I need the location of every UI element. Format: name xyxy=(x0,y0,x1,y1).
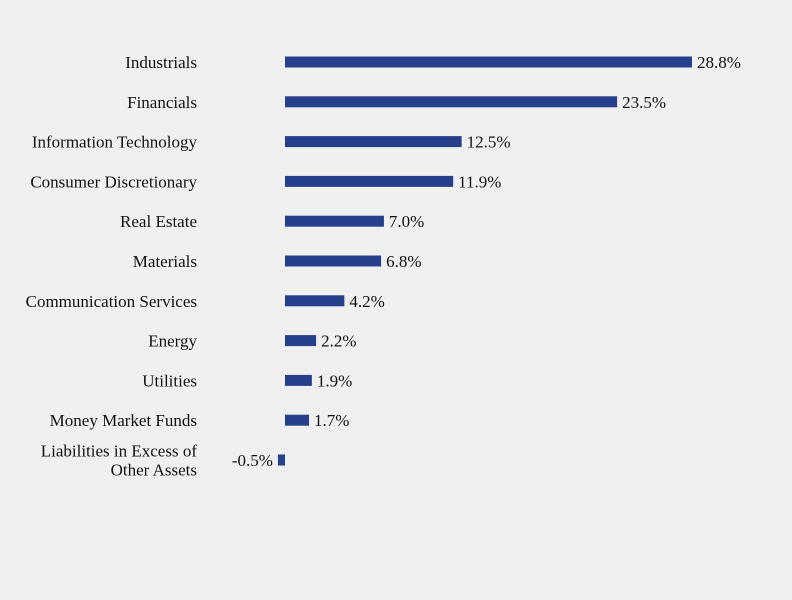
bar xyxy=(285,295,345,307)
category-label: Information Technology xyxy=(32,133,198,152)
category-label-line: Liabilities in Excess of xyxy=(41,442,198,461)
category-label-line: Information Technology xyxy=(32,133,198,152)
category-label: Communication Services xyxy=(26,292,197,311)
data-label: 2.2% xyxy=(321,332,356,351)
category-label: Money Market Funds xyxy=(50,411,197,430)
category-label-line: Real Estate xyxy=(120,212,197,231)
data-label: 1.7% xyxy=(314,411,349,430)
category-label-line: Financials xyxy=(127,93,197,112)
category-label: Materials xyxy=(133,252,197,271)
bar xyxy=(285,414,310,426)
bar xyxy=(285,96,618,108)
data-label: 23.5% xyxy=(622,93,666,112)
data-label: 7.0% xyxy=(389,212,424,231)
bar xyxy=(285,215,384,227)
data-label: 28.8% xyxy=(697,53,741,72)
bar xyxy=(285,255,382,267)
category-label-line: Money Market Funds xyxy=(50,411,197,430)
category-label-line: Consumer Discretionary xyxy=(30,172,197,191)
category-label: Real Estate xyxy=(120,212,197,231)
bar xyxy=(285,136,462,148)
bar xyxy=(285,56,692,68)
category-label: Financials xyxy=(127,93,197,112)
data-label: -0.5% xyxy=(232,451,273,470)
bar xyxy=(285,374,312,386)
category-label-line: Energy xyxy=(148,332,197,351)
category-label-line: Other Assets xyxy=(111,461,197,480)
bar xyxy=(285,335,317,347)
data-label: 1.9% xyxy=(317,371,352,390)
category-label-line: Utilities xyxy=(142,371,197,390)
category-label: Consumer Discretionary xyxy=(30,172,197,191)
category-label: Industrials xyxy=(125,53,197,72)
category-label: Utilities xyxy=(142,371,197,390)
bar xyxy=(277,454,285,466)
bar xyxy=(285,175,454,187)
category-label-line: Communication Services xyxy=(26,292,197,311)
data-label: 11.9% xyxy=(458,172,501,191)
data-label: 12.5% xyxy=(467,133,511,152)
category-label-line: Industrials xyxy=(125,53,197,72)
category-label-line: Materials xyxy=(133,252,197,271)
data-label: 4.2% xyxy=(349,292,384,311)
category-label: Liabilities in Excess of Other Assets xyxy=(41,442,198,480)
data-label: 6.8% xyxy=(386,252,421,271)
category-label: Energy xyxy=(148,332,197,351)
